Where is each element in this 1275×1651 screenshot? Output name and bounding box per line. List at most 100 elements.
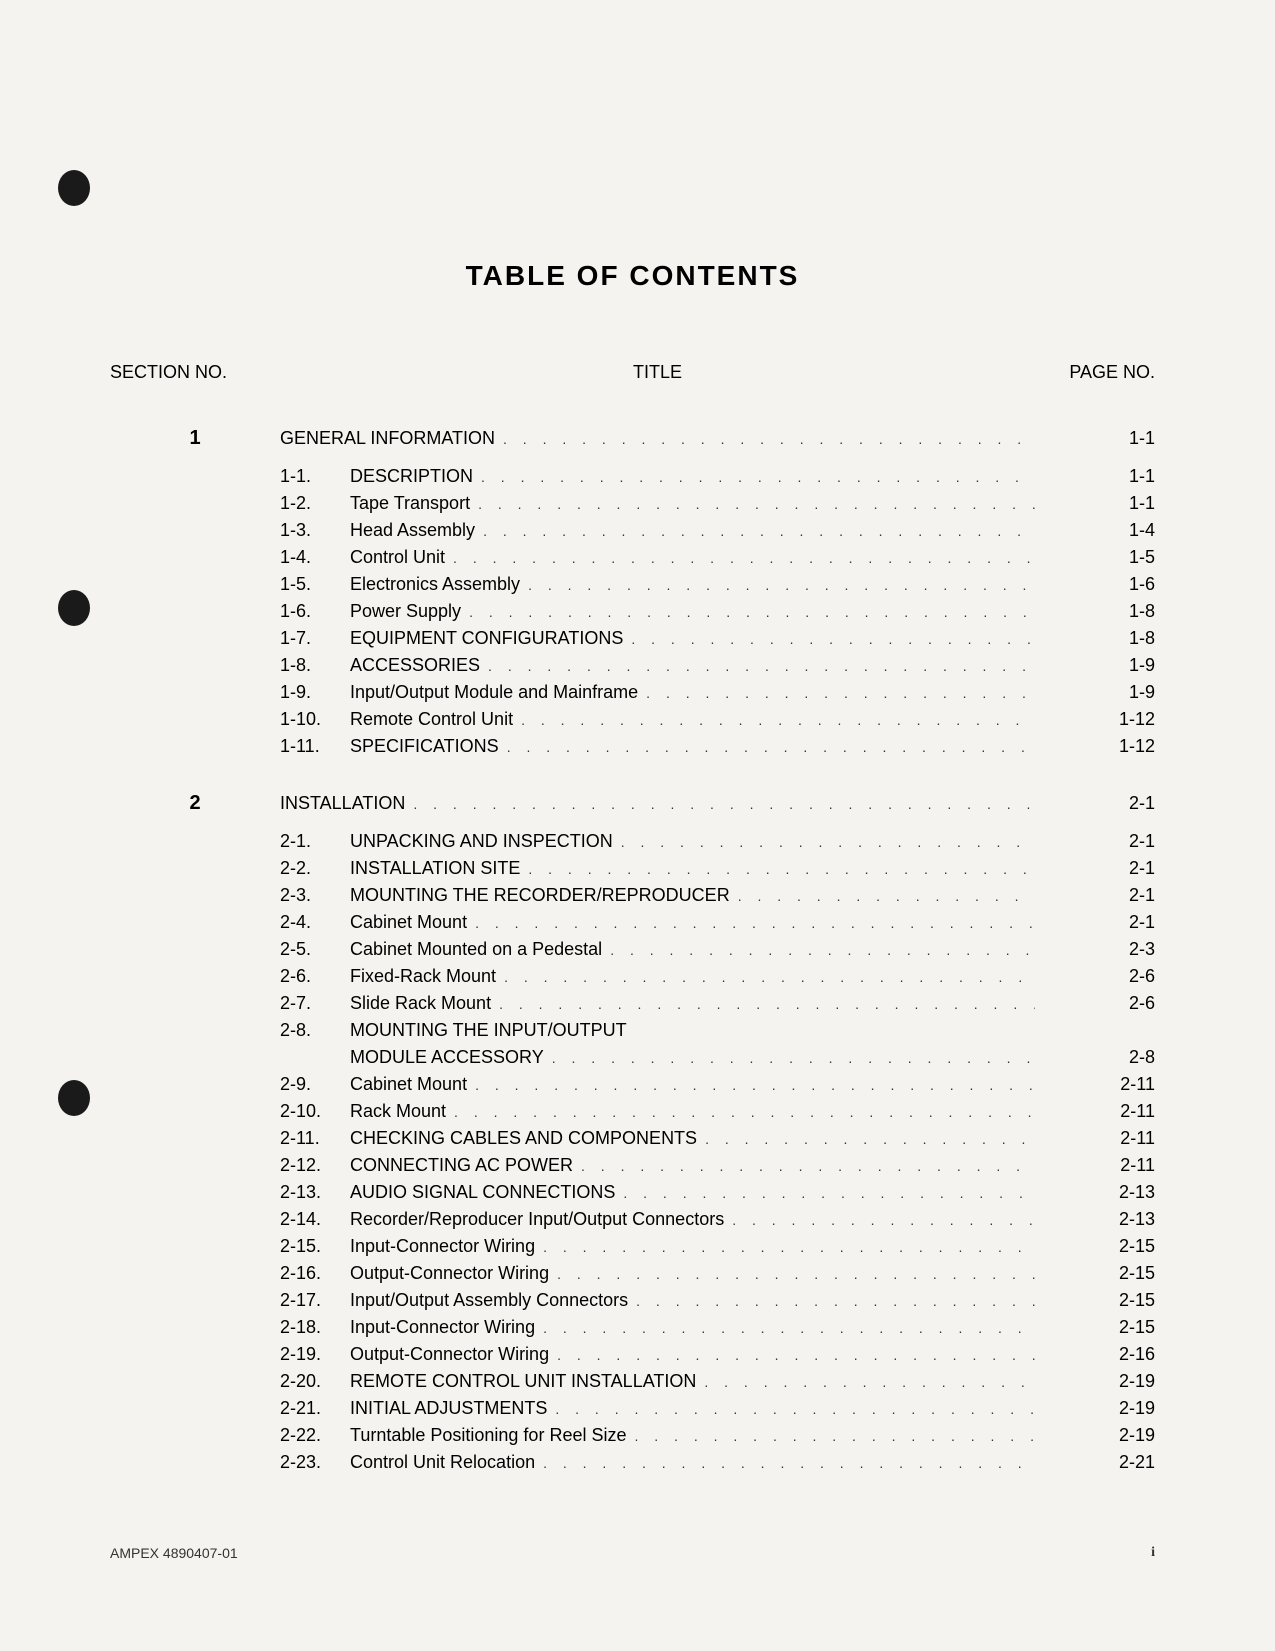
section-block: 2INSTALLATION . . . . . . . . . . . . . … (110, 788, 1155, 1476)
toc-entry-row: 2-18.Input-Connector Wiring . . . . . . … (110, 1314, 1155, 1341)
entry-title: CHECKING CABLES AND COMPONENTS (350, 1125, 697, 1152)
toc-entry-row: 2-3.MOUNTING THE RECORDER/REPRODUCER . .… (110, 882, 1155, 909)
leader-dots: . . . . . . . . . . . . . . . . . . . . … (724, 1210, 1035, 1231)
entry-page: 2-11 (1035, 1098, 1155, 1125)
sub-list: 1-1.DESCRIPTION . . . . . . . . . . . . … (110, 463, 1155, 760)
entry-number: 1-5. (280, 571, 350, 598)
entry-title-cell: MODULE ACCESSORY . . . . . . . . . . . .… (350, 1044, 1035, 1071)
entry-title: Output-Connector Wiring (350, 1341, 549, 1368)
entry-title: Input-Connector Wiring (350, 1314, 535, 1341)
toc-entry-row: 2-13.AUDIO SIGNAL CONNECTIONS . . . . . … (110, 1179, 1155, 1206)
leader-dots: . . . . . . . . . . . . . . . . . . . . … (475, 521, 1035, 542)
toc-entry-row: 1-4.Control Unit . . . . . . . . . . . .… (110, 544, 1155, 571)
toc-entry-row: 1-3.Head Assembly . . . . . . . . . . . … (110, 517, 1155, 544)
entry-title-cell: Power Supply . . . . . . . . . . . . . .… (350, 598, 1035, 625)
entry-title-cell: REMOTE CONTROL UNIT INSTALLATION . . . .… (350, 1368, 1035, 1395)
toc-entry-row: 2-8.MOUNTING THE INPUT/OUTPUT . . . . . … (110, 1017, 1155, 1044)
entry-page: 1-1 (1035, 490, 1155, 517)
toc-entry-row: 1-5.Electronics Assembly . . . . . . . .… (110, 571, 1155, 598)
leader-dots: . . . . . . . . . . . . . . . . . . . . … (495, 429, 1035, 450)
entry-page: 2-11 (1035, 1071, 1155, 1098)
entry-number: 2-12. (280, 1152, 350, 1179)
entry-number: 1-6. (280, 598, 350, 625)
section-number: 2 (110, 788, 280, 818)
punch-hole (58, 170, 90, 206)
toc-entry-row: 2-15.Input-Connector Wiring . . . . . . … (110, 1233, 1155, 1260)
entry-title: Control Unit (350, 544, 445, 571)
entry-number: 2-13. (280, 1179, 350, 1206)
header-section: SECTION NO. (110, 362, 280, 383)
entry-number: 2-19. (280, 1341, 350, 1368)
toc-entry-row: 1-8.ACCESSORIES . . . . . . . . . . . . … (110, 652, 1155, 679)
sub-list: 2-1.UNPACKING AND INSPECTION . . . . . .… (110, 828, 1155, 1476)
entry-title: SPECIFICATIONS (350, 733, 499, 760)
section-block: 1GENERAL INFORMATION . . . . . . . . . .… (110, 423, 1155, 760)
toc-entry-row: 1-1.DESCRIPTION . . . . . . . . . . . . … (110, 463, 1155, 490)
entry-title: Remote Control Unit (350, 706, 513, 733)
entry-number: 1-1. (280, 463, 350, 490)
entry-number: 2-9. (280, 1071, 350, 1098)
header-page: PAGE NO. (1035, 362, 1155, 383)
entry-title: Cabinet Mounted on a Pedestal (350, 936, 602, 963)
entry-number: 2-3. (280, 882, 350, 909)
leader-dots: . . . . . . . . . . . . . . . . . . . . … (491, 994, 1035, 1015)
section-heading-row: 2INSTALLATION . . . . . . . . . . . . . … (110, 788, 1155, 818)
entry-title-cell: ACCESSORIES . . . . . . . . . . . . . . … (350, 652, 1035, 679)
entry-page: 2-1 (1035, 828, 1155, 855)
entry-title: Turntable Positioning for Reel Size (350, 1422, 626, 1449)
toc-entry-row: 1-6.Power Supply . . . . . . . . . . . .… (110, 598, 1155, 625)
entry-number: 2-20. (280, 1368, 350, 1395)
entry-title-cell: DESCRIPTION . . . . . . . . . . . . . . … (350, 463, 1035, 490)
entry-title: MODULE ACCESSORY (350, 1044, 544, 1071)
toc-entry-row: 1-7.EQUIPMENT CONFIGURATIONS . . . . . .… (110, 625, 1155, 652)
entry-title-cell: Control Unit . . . . . . . . . . . . . .… (350, 544, 1035, 571)
entry-page: 1-9 (1035, 679, 1155, 706)
entry-title-cell: INSTALLATION SITE . . . . . . . . . . . … (350, 855, 1035, 882)
entry-page: 1-5 (1035, 544, 1155, 571)
entry-title: Rack Mount (350, 1098, 446, 1125)
leader-dots: . . . . . . . . . . . . . . . . . . . . … (549, 1264, 1035, 1285)
entry-title: MOUNTING THE INPUT/OUTPUT (350, 1017, 627, 1044)
toc-body: 1GENERAL INFORMATION . . . . . . . . . .… (110, 423, 1155, 1476)
entry-title: ACCESSORIES (350, 652, 480, 679)
entry-title-cell: CONNECTING AC POWER . . . . . . . . . . … (350, 1152, 1035, 1179)
toc-entry-row: 2-10.Rack Mount . . . . . . . . . . . . … (110, 1098, 1155, 1125)
column-headers: SECTION NO. TITLE PAGE NO. (110, 362, 1155, 383)
entry-title-cell: Control Unit Relocation . . . . . . . . … (350, 1449, 1035, 1476)
leader-dots: . . . . . . . . . . . . . . . . . . . . … (520, 859, 1035, 880)
entry-page: 2-13 (1035, 1206, 1155, 1233)
leader-dots: . . . . . . . . . . . . . . . . . . . . … (628, 1291, 1035, 1312)
entry-number: 1-9. (280, 679, 350, 706)
leader-dots: . . . . . . . . . . . . . . . . . . . . … (613, 832, 1035, 853)
entry-title: DESCRIPTION (350, 463, 473, 490)
entry-page: 2-21 (1035, 1449, 1155, 1476)
entry-title: Control Unit Relocation (350, 1449, 535, 1476)
leader-dots: . . . . . . . . . . . . . . . . . . . . … (544, 1048, 1035, 1069)
toc-entry-row: 2-12.CONNECTING AC POWER . . . . . . . .… (110, 1152, 1155, 1179)
entry-title: Cabinet Mount (350, 909, 467, 936)
entry-number: 2-8. (280, 1017, 350, 1044)
leader-dots: . . . . . . . . . . . . . . . . . . . . … (445, 548, 1035, 569)
toc-entry-row: 2-7.Slide Rack Mount . . . . . . . . . .… (110, 990, 1155, 1017)
toc-entry-row: 2-22.Turntable Positioning for Reel Size… (110, 1422, 1155, 1449)
entry-number: 1-8. (280, 652, 350, 679)
entry-page: 2-1 (1035, 855, 1155, 882)
entry-title-cell: Rack Mount . . . . . . . . . . . . . . .… (350, 1098, 1035, 1125)
toc-entry-row: 1-2.Tape Transport . . . . . . . . . . .… (110, 490, 1155, 517)
entry-number: 1-2. (280, 490, 350, 517)
toc-entry-row: MODULE ACCESSORY . . . . . . . . . . . .… (110, 1044, 1155, 1071)
entry-page: 1-12 (1035, 706, 1155, 733)
leader-dots: . . . . . . . . . . . . . . . . . . . . … (405, 794, 1035, 815)
entry-title-cell: Output-Connector Wiring . . . . . . . . … (350, 1341, 1035, 1368)
entry-title: AUDIO SIGNAL CONNECTIONS (350, 1179, 615, 1206)
entry-title: Input/Output Assembly Connectors (350, 1287, 628, 1314)
entry-title: Electronics Assembly (350, 571, 520, 598)
leader-dots: . . . . . . . . . . . . . . . . . . . . … (730, 886, 1035, 907)
entry-page: 2-16 (1035, 1341, 1155, 1368)
entry-number: 2-21. (280, 1395, 350, 1422)
entry-title: REMOTE CONTROL UNIT INSTALLATION (350, 1368, 696, 1395)
entry-title-cell: Electronics Assembly . . . . . . . . . .… (350, 571, 1035, 598)
entry-title: Power Supply (350, 598, 461, 625)
toc-entry-row: 2-20.REMOTE CONTROL UNIT INSTALLATION . … (110, 1368, 1155, 1395)
leader-dots: . . . . . . . . . . . . . . . . . . . . … (480, 656, 1035, 677)
